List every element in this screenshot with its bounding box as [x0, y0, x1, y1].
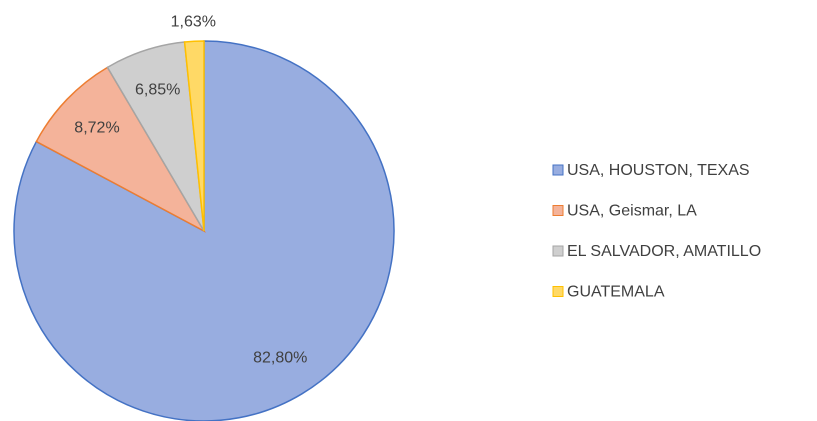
data-label: 6,85%	[135, 81, 180, 98]
legend-label: EL SALVADOR, AMATILLO	[567, 243, 761, 260]
legend-swatch	[552, 205, 564, 216]
data-label: 1,63%	[171, 13, 216, 30]
pie-slice	[13, 40, 395, 421]
legend-swatch	[552, 286, 564, 297]
legend-swatch	[552, 164, 564, 176]
legend-swatch	[552, 245, 564, 257]
legend-label: USA, Geismar, LA	[567, 203, 697, 220]
data-label: 82,80%	[253, 349, 307, 366]
legend-label: USA, HOUSTON, TEXAS	[567, 162, 750, 179]
pie-slice	[35, 66, 207, 233]
pie-slice	[183, 40, 205, 232]
legend-label: GUATEMALA	[567, 284, 665, 301]
data-label: 8,72%	[74, 120, 119, 137]
